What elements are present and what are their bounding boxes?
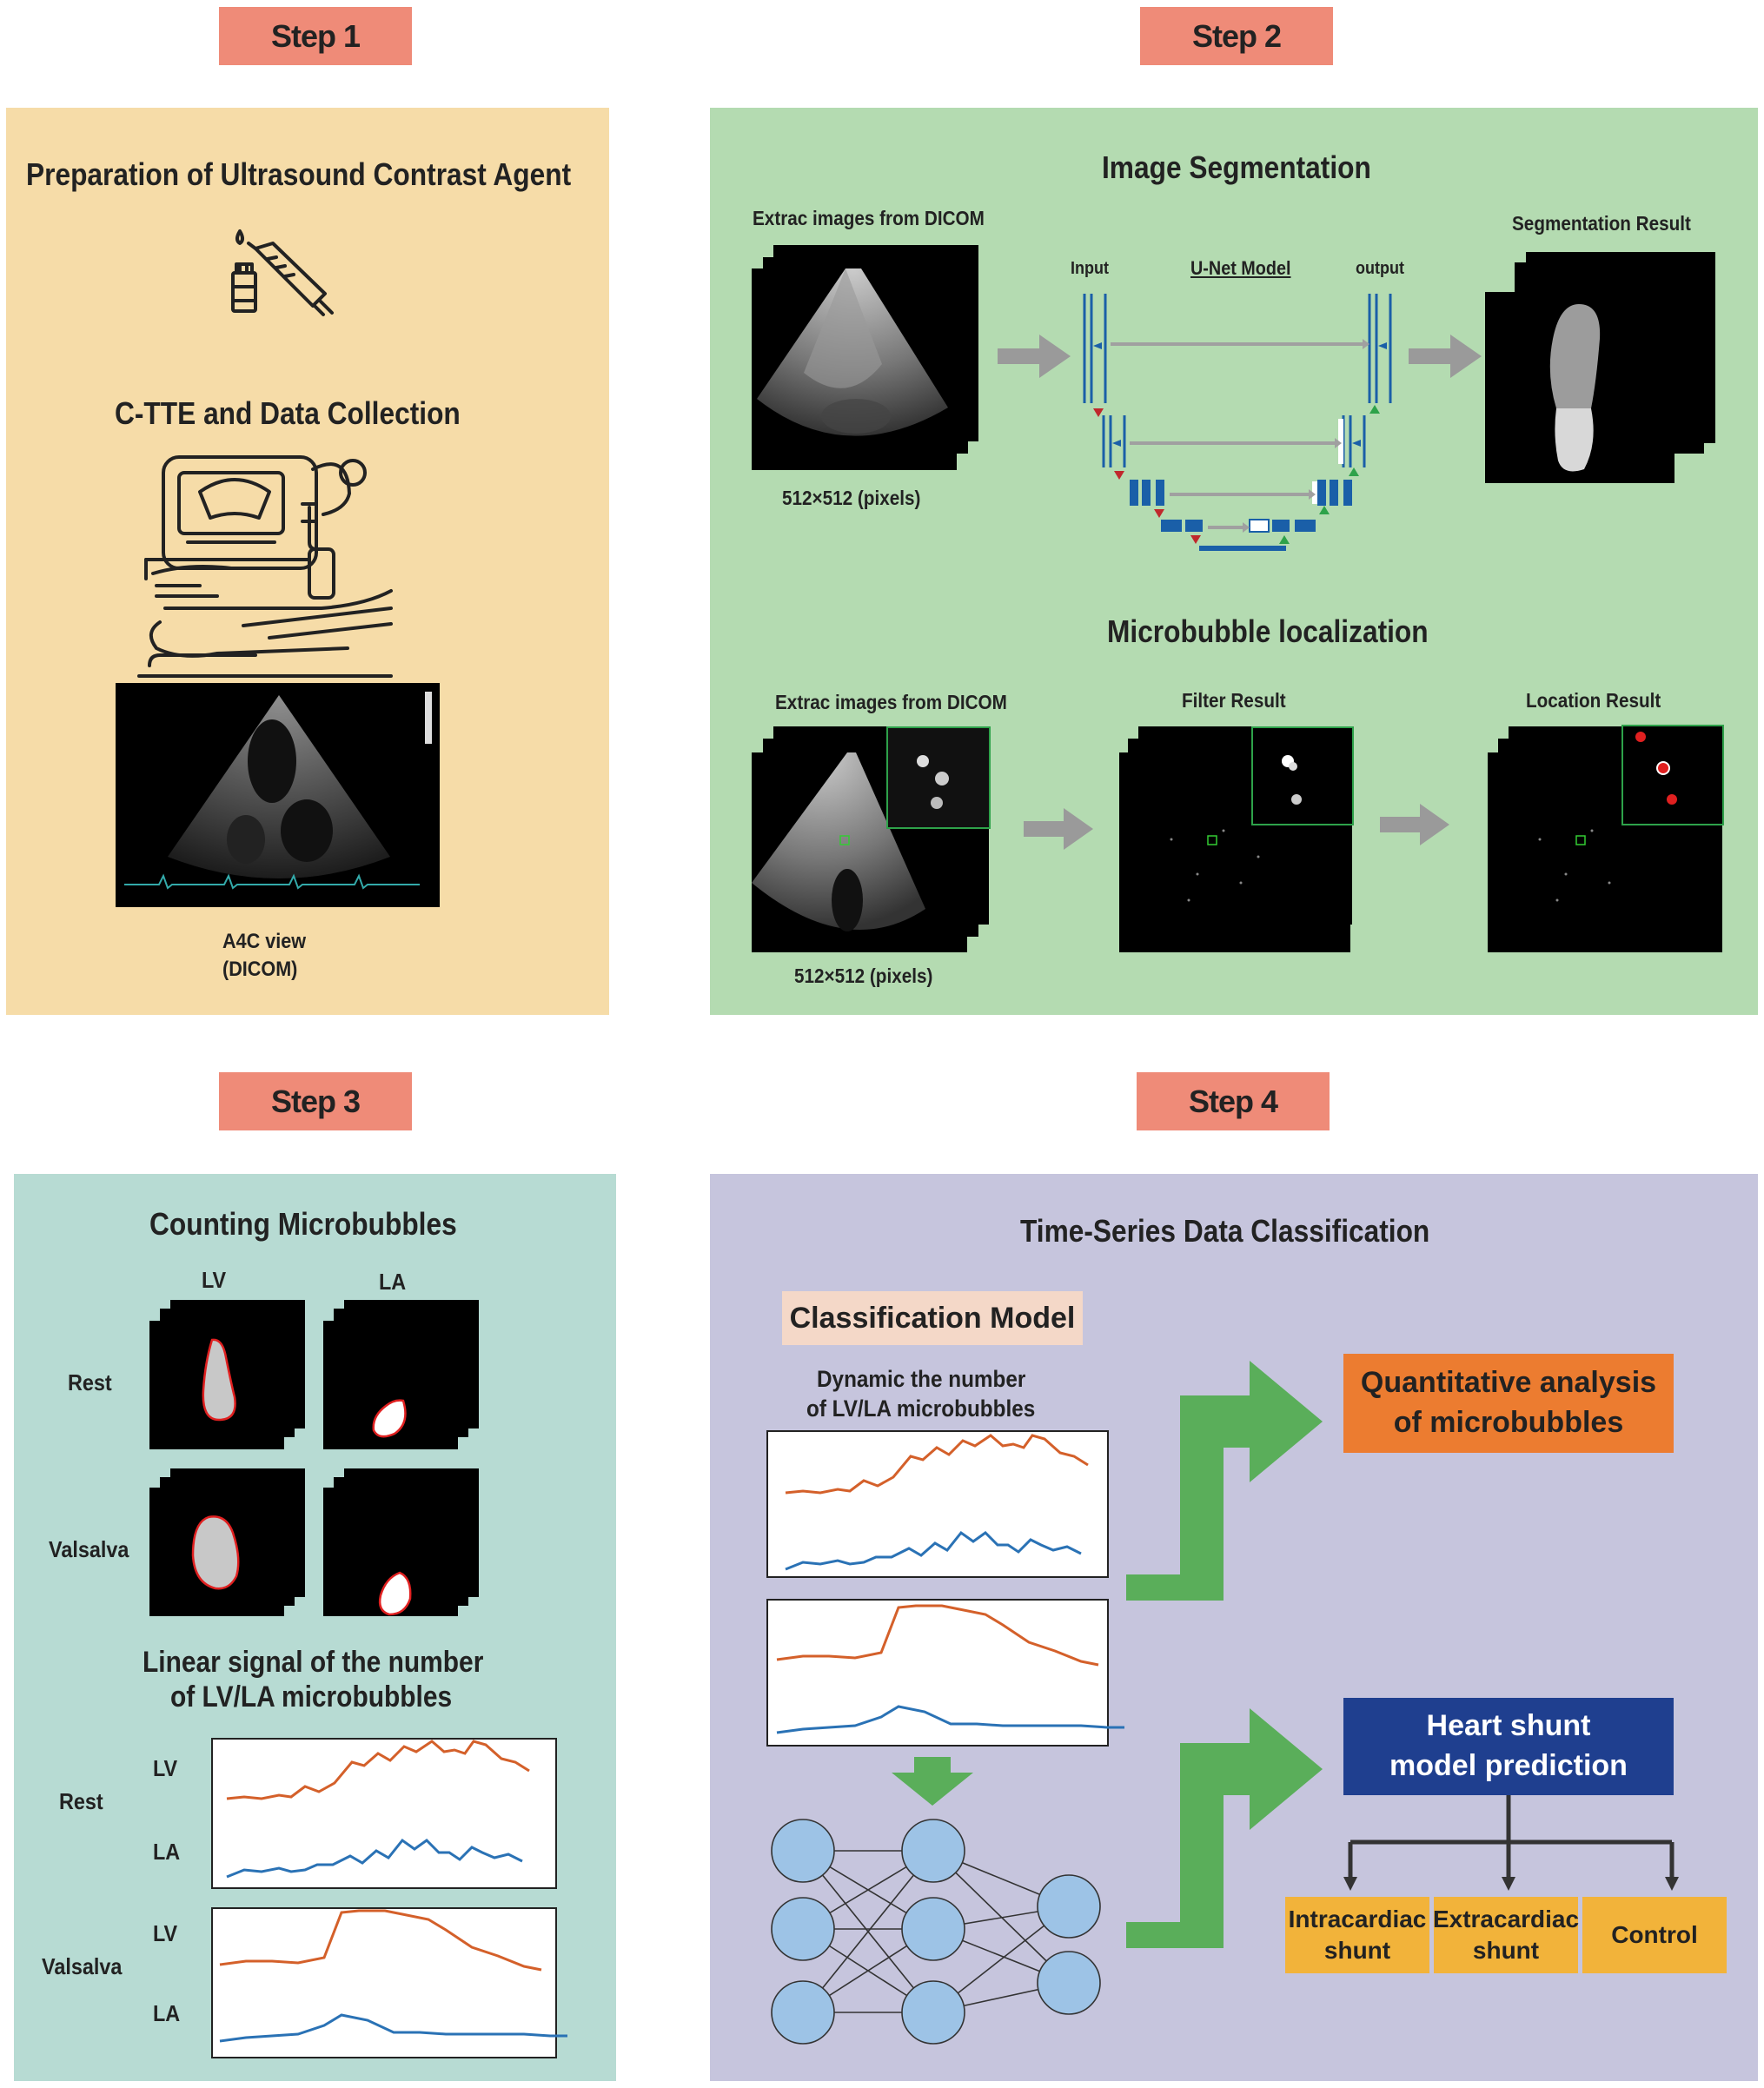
dynamic-signal-plot-1: [766, 1430, 1109, 1578]
unet-input-label: Input: [1071, 259, 1109, 278]
unet-diagram: [1083, 294, 1392, 551]
microbubble-localization-title: Microbubble localization: [1107, 613, 1429, 649]
unet-output-label: output: [1356, 259, 1404, 278]
unet-model-label: U-Net Model: [1190, 257, 1291, 279]
pixels-label-1: 512×512 (pixels): [782, 487, 921, 509]
sig-rest-la-label: LA: [153, 1839, 181, 1865]
counting-microbubbles-title: Counting Microbubbles: [149, 1206, 457, 1242]
a4c-dicom-image: [116, 683, 440, 907]
extra-line2: shunt: [1472, 1937, 1540, 1964]
ultrasound-exam-icon: [137, 455, 393, 678]
pixels-label-2: 512×512 (pixels): [794, 964, 933, 987]
contrast-agent-title: Preparation of Ultrasound Contrast Agent: [26, 156, 572, 192]
location-result-label: Location Result: [1526, 689, 1661, 712]
col-lv-label: LV: [202, 1267, 227, 1293]
syringe-icon: [231, 229, 334, 316]
rest-signal-plot: [211, 1738, 557, 1889]
sig-valsalva-lv-label: LV: [153, 1920, 178, 1946]
linear-signal-title-line2: of LV/LA microbubbles: [170, 1680, 453, 1713]
a4c-caption-line2: (DICOM): [222, 958, 298, 981]
filter-zoom-inset: [1251, 726, 1354, 825]
quant-line2: of microbubbles: [1393, 1406, 1624, 1439]
valsalva-la-image: [323, 1488, 458, 1616]
extra-line1: Extracardiac: [1432, 1905, 1580, 1932]
control-box: Control: [1582, 1897, 1727, 1973]
a4c-caption-line1: A4C view: [222, 930, 307, 953]
row-valsalva-label: Valsalva: [49, 1536, 129, 1562]
dynamic-number-line1: Dynamic the number: [817, 1366, 1026, 1392]
rest-lv-image: [149, 1321, 284, 1449]
arrow-to-location: [1380, 804, 1449, 845]
time-series-classification-title: Time-Series Data Classification: [1020, 1213, 1430, 1249]
arrow-to-segmentation-result: [1409, 335, 1482, 378]
cte-data-collection-title: C-TTE and Data Collection: [115, 395, 461, 431]
extract-dicom-label: Extrac images from DICOM: [753, 207, 985, 229]
linear-signal-title-line1: Linear signal of the number: [143, 1646, 484, 1679]
intracardiac-shunt-box: Intracardiac shunt: [1285, 1897, 1429, 1973]
green-arrow-to-heart: [1126, 1708, 1323, 1948]
step-4-badge: Step 4: [1137, 1072, 1330, 1130]
prediction-tree-connector: [1343, 1795, 1679, 1891]
valsalva-signal-plot: [211, 1907, 567, 2058]
green-down-arrow: [892, 1757, 973, 1806]
location-zoom-inset: [1621, 725, 1724, 825]
dynamic-signal-plot-2: [766, 1599, 1124, 1747]
sig-rest-lv-label: LV: [153, 1755, 178, 1781]
classification-model-label: Classification Model: [782, 1291, 1083, 1345]
col-la-label: LA: [379, 1269, 407, 1295]
extract-dicom-label-2: Extrac images from DICOM: [775, 691, 1007, 713]
loc-input-zoom-inset: [886, 726, 991, 829]
heart-line2: model prediction: [1389, 1749, 1628, 1782]
sig-valsalva-la-label: LA: [153, 2000, 181, 2026]
rest-la-image: [323, 1321, 458, 1449]
step-3-badge: Step 3: [219, 1072, 412, 1130]
heart-line1: Heart shunt: [1426, 1709, 1591, 1743]
quantitative-analysis-box: Quantitative analysis of microbubbles: [1343, 1354, 1674, 1453]
sig-valsalva-label: Valsalva: [42, 1953, 123, 1979]
step-2-badge: Step 2: [1140, 7, 1333, 65]
intra-line1: Intracardiac: [1288, 1905, 1427, 1932]
dicom-frame-front: [752, 268, 957, 470]
valsalva-lv-image: [149, 1488, 284, 1616]
heart-shunt-prediction-box: Heart shunt model prediction: [1343, 1698, 1674, 1795]
green-arrow-to-quant: [1126, 1361, 1323, 1601]
step-1-badge: Step 1: [219, 7, 412, 65]
filter-result-label: Filter Result: [1182, 689, 1286, 712]
row-rest-label: Rest: [68, 1369, 112, 1395]
neural-network-diagram: [771, 1819, 1101, 2045]
extracardiac-shunt-box: Extracardiac shunt: [1432, 1897, 1580, 1973]
sig-rest-label: Rest: [59, 1788, 103, 1814]
dynamic-number-line2: of LV/LA microbubbles: [806, 1395, 1036, 1422]
intra-line2: shunt: [1323, 1937, 1391, 1964]
segmentation-result-image: [1485, 292, 1674, 483]
segmentation-result-label: Segmentation Result: [1512, 212, 1691, 235]
arrow-to-filter: [1024, 808, 1093, 850]
image-segmentation-title: Image Segmentation: [1102, 149, 1371, 185]
arrow-to-unet: [998, 335, 1071, 378]
quant-line1: Quantitative analysis: [1360, 1366, 1657, 1400]
